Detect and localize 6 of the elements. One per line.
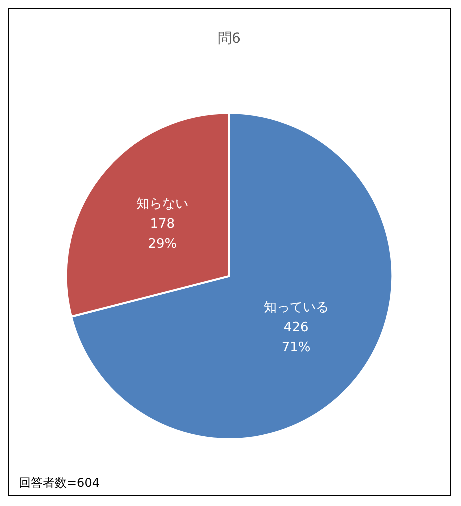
data-label: 426 71% [282,320,311,356]
slice-label: 知らない [136,196,189,212]
data-label: 178 29% [148,216,178,252]
text: 回答者数=604 [19,476,100,490]
chart-title: 問6 [218,31,242,47]
slice-label: 知っている [264,300,329,316]
